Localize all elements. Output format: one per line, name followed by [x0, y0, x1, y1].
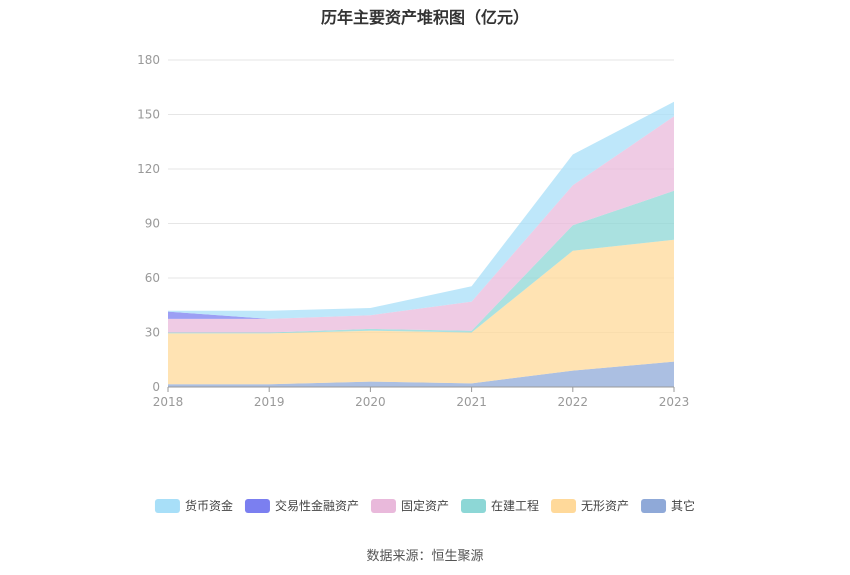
legend-label: 其它: [671, 498, 695, 513]
legend-item-在建工程[interactable]: 在建工程: [461, 498, 539, 513]
legend-label: 无形资产: [581, 499, 629, 513]
y-tick-label: 150: [137, 108, 160, 122]
area-series: [168, 101, 674, 387]
legend-label: 货币资金: [185, 498, 233, 513]
y-tick-label: 90: [145, 217, 160, 231]
data-source: 数据来源：恒生聚源: [366, 549, 484, 564]
chart-title: 历年主要资产堆积图（亿元）: [320, 8, 529, 27]
legend: 货币资金 交易性金融资产 固定资产 在建工程 无形资产 其它: [154, 498, 695, 513]
y-tick-label: 120: [137, 162, 160, 176]
y-tick-label: 30: [145, 326, 160, 340]
x-tick-label: 2020: [355, 395, 386, 409]
legend-item-货币资金[interactable]: 货币资金: [154, 498, 233, 513]
y-tick-label: 0: [152, 380, 160, 394]
legend-swatch: [244, 499, 270, 513]
x-tick-label: 2021: [456, 395, 487, 409]
legend-swatch: [461, 499, 486, 513]
y-tick-label: 180: [137, 53, 160, 67]
x-tick-label: 2022: [558, 395, 589, 409]
legend-swatch: [551, 499, 577, 513]
axes: 0 30 60 90 120 150 180 2018 2019 2020 2021 2022 2023: [137, 53, 689, 409]
legend-swatch: [154, 499, 180, 513]
legend-label: 交易性金融资产: [275, 498, 359, 513]
x-tick-label: 2023: [659, 395, 690, 409]
legend-item-交易性金融资产[interactable]: 交易性金融资产: [244, 498, 359, 513]
legend-label: 固定资产: [401, 498, 449, 513]
legend-item-无形资产[interactable]: 无形资产: [551, 499, 629, 513]
x-tick-label: 2019: [254, 395, 285, 409]
y-tick-label: 60: [145, 271, 160, 285]
area-固定资产: [168, 116, 674, 333]
legend-swatch: [641, 499, 667, 513]
legend-item-固定资产[interactable]: 固定资产: [370, 498, 449, 513]
legend-label: 在建工程: [491, 498, 539, 513]
legend-item-其它[interactable]: 其它: [641, 498, 695, 513]
x-tick-label: 2018: [153, 395, 184, 409]
area-其它: [168, 361, 674, 387]
area-无形资产: [168, 239, 674, 385]
legend-swatch: [370, 499, 396, 513]
